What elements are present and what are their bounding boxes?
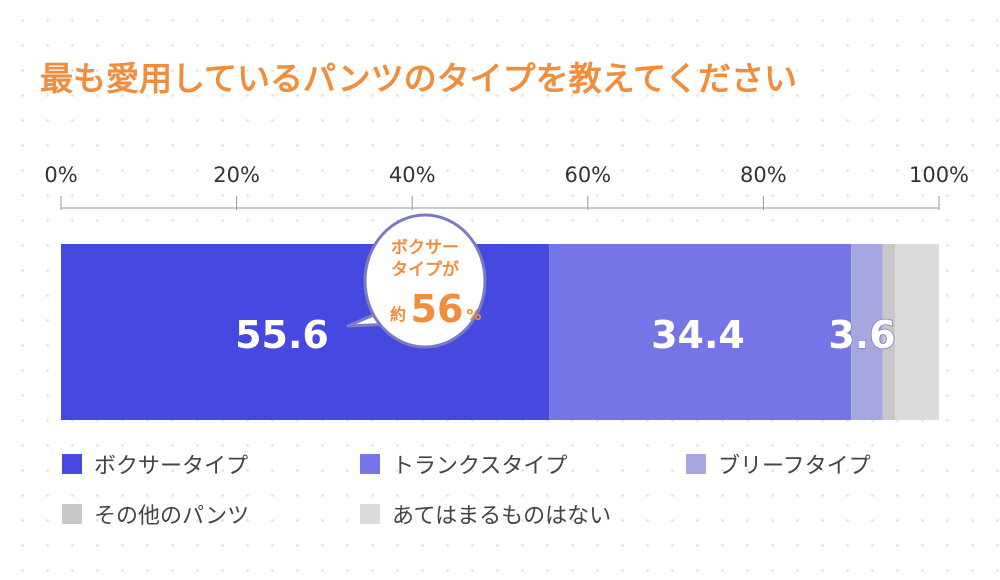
- legend-swatch: [686, 454, 706, 474]
- callout-prefix: 約: [390, 305, 406, 324]
- legend-item: ボクサータイプ: [62, 448, 248, 480]
- callout-line2: タイプが: [391, 259, 459, 280]
- legend-swatch: [360, 504, 380, 524]
- legend-label: ボクサータイプ: [94, 454, 249, 479]
- legend-item: その他のパンツ: [62, 498, 249, 530]
- callout-value: 56: [411, 287, 464, 331]
- bar-segment: [882, 244, 896, 420]
- legend-item: ブリーフタイプ: [686, 448, 871, 480]
- data-label: 34.4: [651, 313, 745, 357]
- chart-title: 最も愛用しているパンツのタイプを教えてください: [40, 59, 798, 98]
- tick-label: 40%: [389, 163, 436, 187]
- legend-item: トランクスタイプ: [360, 448, 567, 480]
- data-label: 55.6: [235, 313, 329, 357]
- callout-suffix: %: [466, 306, 481, 324]
- data-label: 3.6: [828, 313, 895, 357]
- tick-label: 60%: [564, 163, 611, 187]
- bar-segment: [851, 244, 883, 420]
- legend-item: あてはまるものはない: [360, 498, 611, 530]
- legend-label: その他のパンツ: [94, 504, 250, 529]
- legend-label: ブリーフタイプ: [718, 454, 871, 479]
- callout-join: [377, 304, 393, 324]
- tick-label: 20%: [213, 163, 260, 187]
- tick-label: 100%: [909, 163, 969, 187]
- legend-swatch: [360, 454, 380, 474]
- legend-label: トランクスタイプ: [392, 454, 568, 479]
- callout-bubble: [363, 213, 487, 349]
- callout-line1: ボクサー: [391, 238, 459, 258]
- legend-label: あてはまるものはない: [392, 504, 612, 529]
- legend-swatch: [62, 454, 82, 474]
- bar-segment: [895, 244, 939, 420]
- bar-segment: [549, 244, 852, 420]
- tick-label: 0%: [44, 163, 77, 187]
- tick-label: 80%: [740, 163, 787, 187]
- legend-swatch: [62, 504, 82, 524]
